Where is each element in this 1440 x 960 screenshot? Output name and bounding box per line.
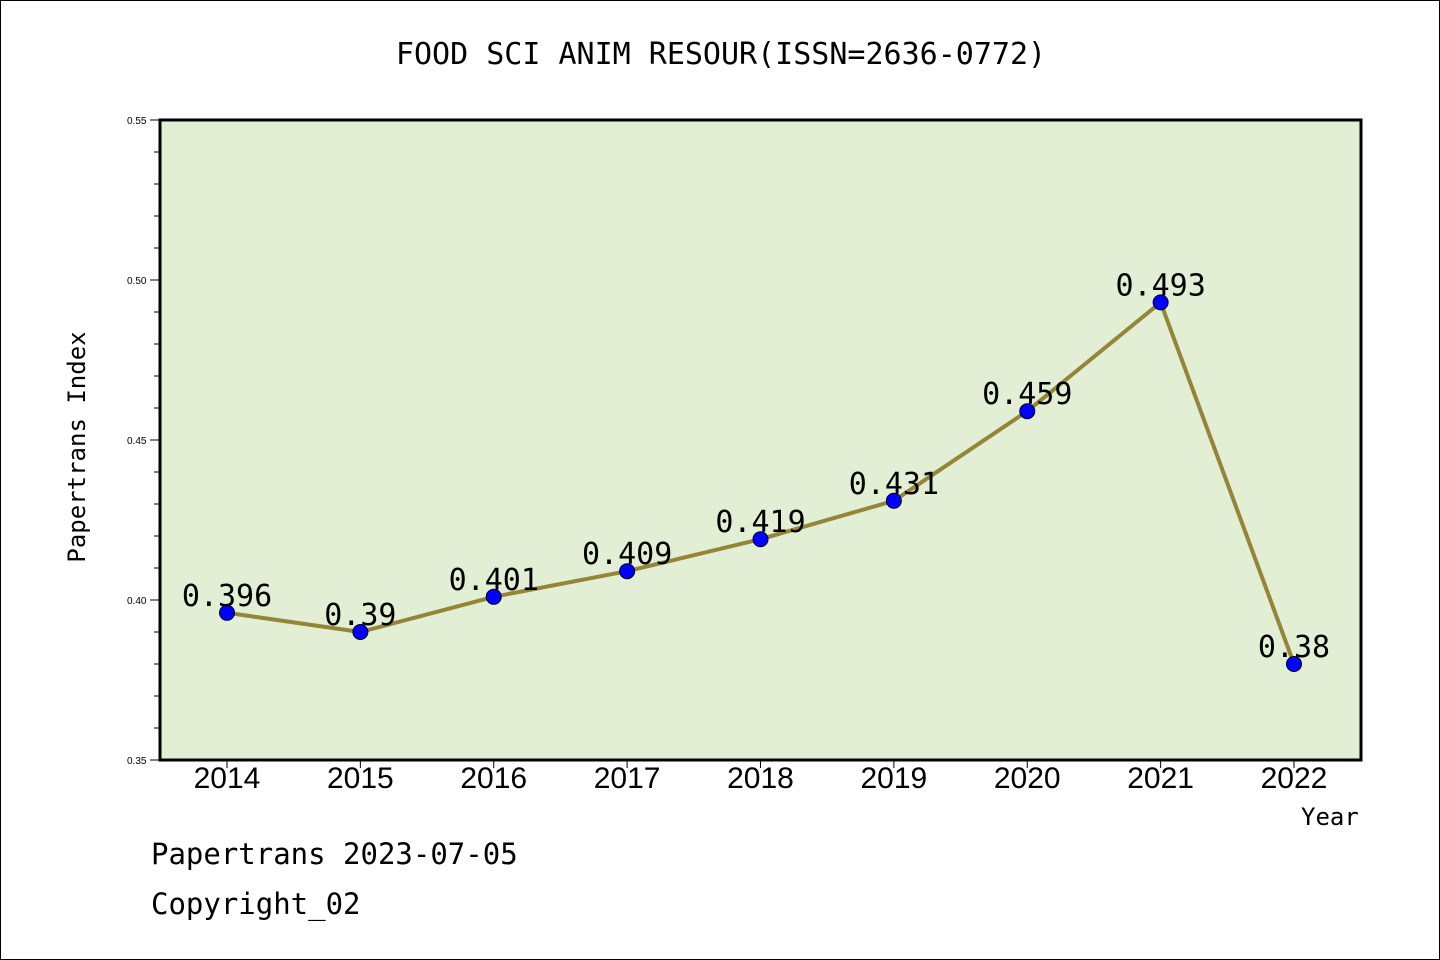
data-label: 0.409 <box>582 537 672 572</box>
data-label: 0.493 <box>1115 268 1205 303</box>
y-tick-label: 0.50 <box>127 276 147 287</box>
x-tick-label: 2014 <box>194 762 261 795</box>
x-tick-label: 2022 <box>1261 762 1328 795</box>
x-axis-label: Year <box>1301 803 1359 831</box>
data-label: 0.401 <box>449 563 539 598</box>
data-point <box>1286 656 1302 672</box>
y-tick-label: 0.55 <box>127 116 147 127</box>
x-tick-label: 2017 <box>594 762 661 795</box>
data-label: 0.39 <box>324 598 396 633</box>
data-label: 0.431 <box>849 467 939 502</box>
data-point <box>1019 403 1036 420</box>
y-tick-label: 0.45 <box>127 436 147 447</box>
y-tick-label: 0.40 <box>127 596 147 607</box>
data-label: 0.396 <box>182 579 272 614</box>
x-tick-label: 2016 <box>460 762 527 795</box>
x-tick-label: 2020 <box>994 762 1061 795</box>
data-point <box>885 492 902 509</box>
x-tick-label: 2021 <box>1127 762 1194 795</box>
data-point <box>1152 294 1169 311</box>
data-label: 0.459 <box>982 377 1072 412</box>
data-point <box>619 563 636 580</box>
data-point <box>219 604 235 621</box>
chart-title: FOOD SCI ANIM RESOUR(ISSN=2636-0772) <box>395 37 1047 72</box>
plot-area <box>158 118 1363 762</box>
data-point <box>352 624 369 640</box>
x-tick-label: 2015 <box>327 762 394 795</box>
data-label: 0.419 <box>715 505 805 540</box>
data-point <box>485 588 502 605</box>
y-tick-label: 0.35 <box>127 756 147 767</box>
x-tick-label: 2019 <box>861 762 928 795</box>
data-point <box>752 531 769 548</box>
x-tick-label: 2018 <box>727 762 794 795</box>
data-label: 0.38 <box>1258 630 1330 665</box>
footer-date: Papertrans 2023-07-05 <box>151 837 518 871</box>
footer-copyright: Copyright_02 <box>151 887 361 921</box>
